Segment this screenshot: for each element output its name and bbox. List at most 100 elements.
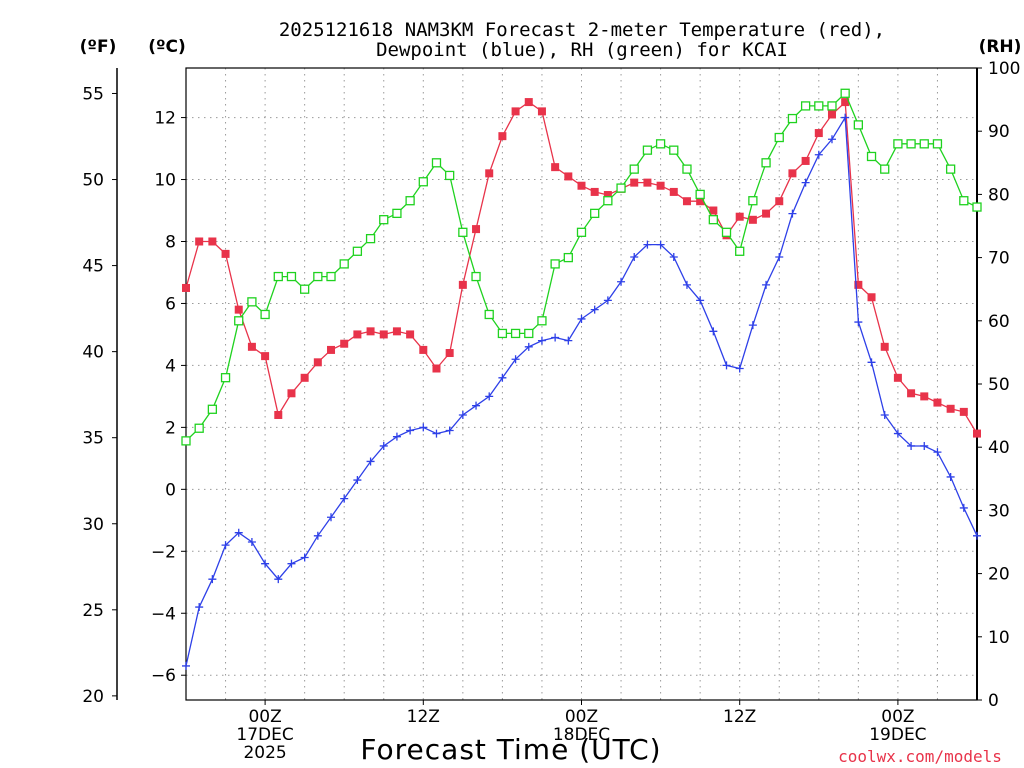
dewpoint-point <box>498 373 507 382</box>
rh-tick-label: 80 <box>988 185 1010 205</box>
dewpoint-point <box>247 538 256 546</box>
2-meter-temperature-point <box>748 215 757 224</box>
2-meter-temperature-point <box>841 98 850 107</box>
2-meter-temperature-point <box>814 129 823 138</box>
2-meter-temperature-point <box>682 197 691 206</box>
2-meter-temperature-point <box>801 156 810 165</box>
rh-point <box>669 145 679 155</box>
dewpoint-point <box>801 178 810 187</box>
dewpoint-point <box>617 277 626 286</box>
time-tick-label: 12Z <box>407 707 440 727</box>
2-meter-temperature-point <box>195 237 204 246</box>
celsius-tick-label: 8 <box>165 232 176 252</box>
2-meter-temperature-point <box>973 429 981 438</box>
rh-point <box>339 259 349 269</box>
fahrenheit-tick-label: 35 <box>82 429 104 449</box>
dewpoint-point <box>313 531 322 540</box>
time-tick-label: 18DEC <box>553 725 610 745</box>
rh-point <box>695 189 705 200</box>
rh-point <box>893 139 903 149</box>
celsius-tick-label: 6 <box>165 294 176 314</box>
credit-link[interactable]: coolwx.com/models <box>838 747 1002 766</box>
rh-point <box>563 252 573 263</box>
dewpoint-point <box>327 513 336 522</box>
time-tick-label: 17DEC <box>236 725 293 745</box>
2-meter-temperature-series <box>182 98 981 438</box>
dewpoint-point <box>933 448 942 457</box>
2-meter-temperature-point <box>485 169 494 178</box>
dewpoint-point <box>234 528 243 537</box>
dewpoint-point <box>551 333 560 342</box>
celsius-tick-label: 2 <box>165 418 176 438</box>
2-meter-temperature-point <box>366 327 375 336</box>
dewpoint-point <box>392 432 401 441</box>
2-meter-temperature-point <box>551 163 560 172</box>
dewpoint-point <box>340 494 349 503</box>
dewpoint-point <box>208 575 217 584</box>
rh-tick-label: 70 <box>988 249 1010 269</box>
rh-point <box>840 88 850 98</box>
dewpoint-point <box>788 209 797 218</box>
rh-point <box>220 373 231 383</box>
rh-point <box>524 328 534 339</box>
dewpoint-point <box>458 410 467 419</box>
rh-point <box>352 246 363 256</box>
chart-title-line2: Dewpoint (blue), RH (green) for KCAI <box>376 39 788 61</box>
dewpoint-point <box>261 559 270 568</box>
2-meter-temperature-point <box>287 389 296 398</box>
rh-point <box>827 101 837 111</box>
2-meter-temperature-point <box>247 342 256 351</box>
rh-point <box>286 271 297 282</box>
rh-point <box>761 158 771 168</box>
fahrenheit-tick-label: 55 <box>82 84 104 104</box>
2-meter-temperature-point <box>959 407 968 416</box>
rh-point <box>919 139 929 149</box>
rh-point <box>379 215 389 225</box>
celsius-tick-label: 10 <box>154 171 176 191</box>
fahrenheit-tick-label: 30 <box>82 515 104 535</box>
2-meter-temperature-point <box>432 364 441 373</box>
rh-tick-label: 60 <box>988 312 1010 332</box>
dewpoint-point <box>472 401 481 410</box>
rh-point <box>866 151 877 162</box>
dewpoint-point <box>406 426 415 435</box>
dewpoint-point <box>300 553 309 562</box>
time-tick-label: 00Z <box>248 707 281 727</box>
rh-point <box>405 196 415 206</box>
chart-title: 2025121618 NAM3KM Forecast 2-meter Tempe… <box>279 19 885 41</box>
time-tick-label: 12Z <box>723 707 756 727</box>
dewpoint-point <box>973 531 981 540</box>
dewpoint-point <box>432 429 441 438</box>
rh-point <box>814 101 824 111</box>
fahrenheit-tick-label: 25 <box>82 601 104 621</box>
rh-point <box>735 246 745 256</box>
celsius-tick-label: 4 <box>165 356 176 376</box>
rh-point <box>510 328 521 339</box>
2-meter-temperature-point <box>590 187 599 196</box>
rh-point <box>365 233 376 244</box>
fahrenheit-tick-label: 45 <box>82 257 104 277</box>
fahrenheit-tick-label: 50 <box>82 171 104 191</box>
dewpoint-point <box>827 135 836 144</box>
rh-tick-label: 50 <box>988 375 1010 395</box>
2-meter-temperature-point <box>696 197 705 206</box>
2-meter-temperature-point <box>221 249 230 258</box>
rh-point <box>853 120 863 130</box>
dewpoint-point <box>643 240 652 249</box>
dewpoint-point <box>577 314 586 323</box>
2-meter-temperature-point <box>907 389 916 398</box>
rh-point <box>497 328 508 339</box>
2-meter-temperature-point <box>182 283 190 292</box>
2-meter-temperature-point <box>762 209 771 218</box>
2-meter-temperature-point <box>880 342 889 351</box>
rh-point <box>642 145 653 155</box>
dewpoint-point <box>854 318 863 327</box>
2-meter-temperature-point <box>419 345 428 354</box>
2-meter-temperature-point <box>630 178 639 187</box>
rh-point <box>616 183 626 193</box>
rh-point <box>972 202 982 212</box>
fahrenheit-tick-label: 40 <box>82 343 104 363</box>
rh-point <box>590 208 600 219</box>
dewpoint-point <box>656 240 665 249</box>
dewpoint-point <box>537 336 546 345</box>
